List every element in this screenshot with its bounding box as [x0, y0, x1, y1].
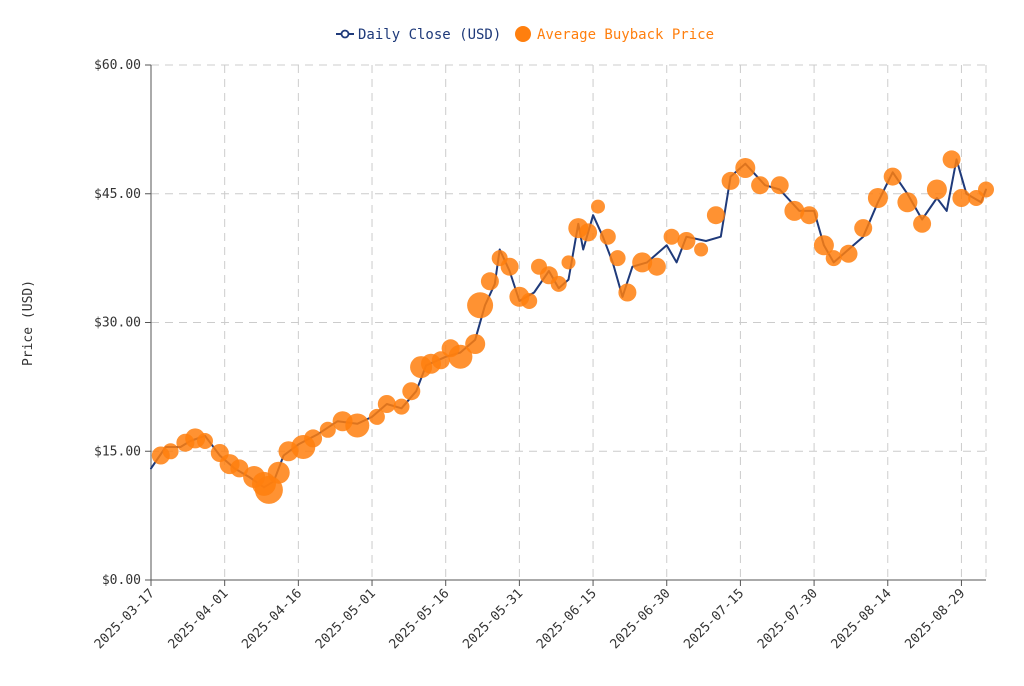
buyback-point	[721, 171, 740, 190]
buyback-point	[735, 158, 756, 178]
buyback-point	[500, 257, 519, 276]
buyback-point	[368, 408, 385, 425]
buyback-point	[618, 283, 637, 302]
buyback-point	[609, 250, 626, 267]
y-axis-title: Price (USD)	[21, 280, 36, 366]
buyback-point	[647, 257, 666, 276]
x-tick-label: 2025-08-29	[902, 586, 968, 652]
buyback-point	[579, 223, 598, 242]
buyback-point	[952, 189, 971, 207]
x-tick-label: 2025-06-30	[608, 586, 674, 652]
buyback-point	[561, 255, 576, 270]
buyback-point	[978, 181, 994, 198]
legend: Daily Close (USD) Average Buyback Price	[336, 26, 714, 43]
buyback-point	[825, 250, 842, 267]
buyback-point	[162, 443, 179, 460]
buyback-point	[377, 395, 396, 413]
buyback-point	[942, 150, 961, 169]
axes	[145, 64, 986, 586]
buyback-point	[591, 199, 605, 214]
legend-scatter-marker	[515, 26, 531, 42]
buyback-point	[770, 176, 789, 195]
buyback-point	[706, 206, 725, 225]
daily-close-series	[150, 158, 987, 489]
buyback-point	[663, 228, 680, 245]
x-tick-label: 2025-03-17	[92, 586, 158, 652]
buyback-point	[197, 433, 213, 449]
buyback-point	[854, 219, 873, 238]
buyback-point	[926, 179, 947, 200]
x-tick-label: 2025-06-15	[534, 586, 600, 652]
buyback-point	[867, 188, 888, 208]
x-tick-label: 2025-07-15	[681, 586, 747, 652]
x-tick-label: 2025-04-01	[166, 586, 232, 652]
buyback-point	[319, 421, 336, 438]
buyback-series	[151, 150, 994, 504]
buyback-point	[393, 398, 410, 415]
buyback-point	[345, 413, 370, 438]
y-tick-label: $45.00	[94, 187, 141, 202]
buyback-point	[800, 206, 819, 225]
x-tick-label: 2025-04-16	[239, 586, 305, 652]
buyback-point	[402, 382, 421, 401]
buyback-point	[304, 429, 323, 448]
daily-close-line	[150, 158, 987, 489]
x-tick-label: 2025-05-31	[460, 586, 526, 652]
buyback-point	[465, 334, 486, 354]
grid	[150, 64, 987, 581]
x-tick-label: 2025-07-30	[755, 586, 821, 652]
buyback-point	[467, 292, 494, 319]
legend-label-daily-close: Daily Close (USD)	[358, 27, 501, 43]
buyback-point	[521, 293, 538, 309]
buyback-point	[694, 242, 709, 257]
legend-line-marker	[340, 29, 350, 39]
x-axis-ticks: 2025-03-17 2025-04-01 2025-04-16 2025-05-01…	[92, 586, 968, 652]
buyback-point	[599, 228, 616, 245]
buyback-point	[448, 344, 473, 369]
buyback-point	[751, 176, 770, 195]
buyback-point	[897, 192, 918, 213]
y-axis-ticks: $0.00 $15.00 $30.00 $45.00 $60.00	[94, 58, 141, 588]
buyback-point	[784, 200, 805, 221]
buyback-point	[677, 232, 696, 250]
buyback-point	[267, 461, 290, 484]
y-tick-label: $0.00	[102, 573, 141, 588]
x-tick-label: 2025-05-16	[387, 586, 453, 652]
legend-label-buyback: Average Buyback Price	[537, 27, 714, 43]
buyback-point	[913, 214, 932, 233]
buyback-point	[632, 252, 653, 273]
buyback-point	[813, 235, 834, 256]
buyback-point	[550, 275, 567, 292]
x-tick-label: 2025-08-14	[829, 586, 895, 652]
buyback-point	[839, 244, 858, 263]
buyback-point	[480, 272, 499, 291]
y-tick-label: $60.00	[94, 58, 141, 73]
x-tick-label: 2025-05-01	[313, 586, 379, 652]
y-tick-label: $15.00	[94, 444, 141, 459]
buyback-point	[431, 351, 450, 370]
buyback-point	[883, 167, 902, 186]
y-tick-label: $30.00	[94, 316, 141, 331]
